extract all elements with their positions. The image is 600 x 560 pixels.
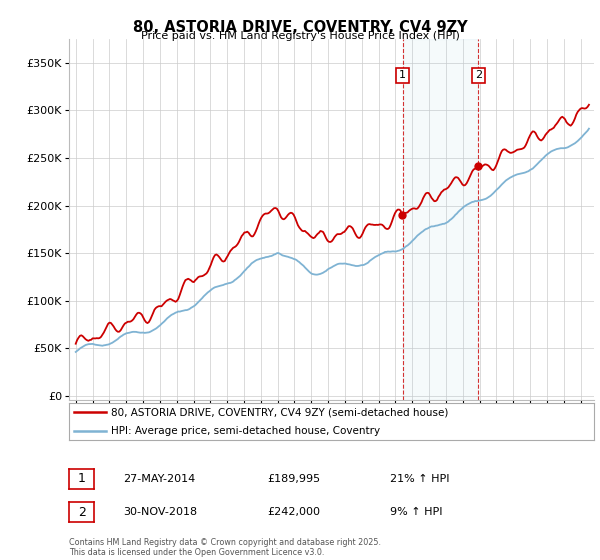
Text: 9% ↑ HPI: 9% ↑ HPI: [390, 507, 443, 517]
Text: 1: 1: [77, 472, 86, 486]
Text: 80, ASTORIA DRIVE, COVENTRY, CV4 9ZY: 80, ASTORIA DRIVE, COVENTRY, CV4 9ZY: [133, 20, 467, 35]
Text: 30-NOV-2018: 30-NOV-2018: [123, 507, 197, 517]
Text: 27-MAY-2014: 27-MAY-2014: [123, 474, 195, 484]
Text: 80, ASTORIA DRIVE, COVENTRY, CV4 9ZY (semi-detached house): 80, ASTORIA DRIVE, COVENTRY, CV4 9ZY (se…: [111, 407, 448, 417]
Bar: [403, 39, 478, 400]
Text: £242,000: £242,000: [267, 507, 320, 517]
Text: 2: 2: [77, 506, 86, 519]
Text: Price paid vs. HM Land Registry's House Price Index (HPI): Price paid vs. HM Land Registry's House …: [140, 31, 460, 41]
Text: Contains HM Land Registry data © Crown copyright and database right 2025.
This d: Contains HM Land Registry data © Crown c…: [69, 538, 381, 557]
Text: £189,995: £189,995: [267, 474, 320, 484]
Text: 1: 1: [399, 71, 406, 80]
Text: 2: 2: [475, 71, 482, 80]
Text: 21% ↑ HPI: 21% ↑ HPI: [390, 474, 449, 484]
Text: HPI: Average price, semi-detached house, Coventry: HPI: Average price, semi-detached house,…: [111, 426, 380, 436]
